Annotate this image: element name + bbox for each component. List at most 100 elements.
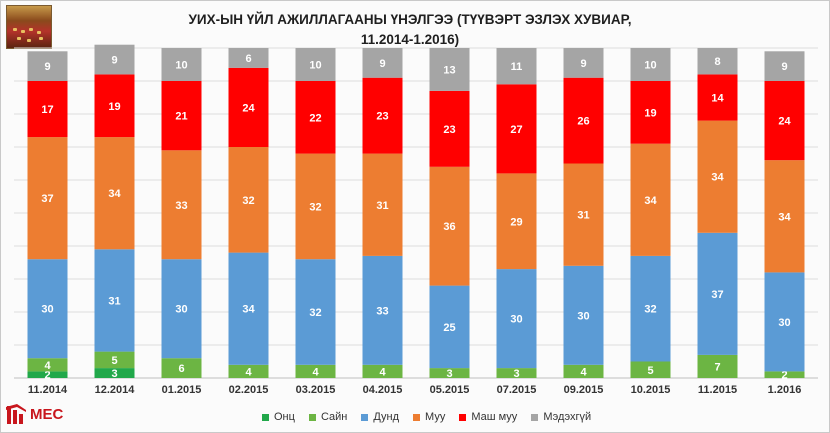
x-tick-label: 04.2015: [363, 384, 403, 396]
data-label: 10: [644, 60, 656, 72]
bar-segment-muu: [563, 163, 604, 266]
parliament-photo: [6, 5, 52, 49]
bar-segment-mash_muu: [630, 81, 671, 144]
bar-segment-medekhgui: [630, 48, 671, 81]
bar-segment-muu: [27, 137, 68, 260]
data-label: 9: [781, 61, 787, 73]
data-label: 6: [245, 53, 251, 65]
bar-segment-sain: [295, 364, 336, 378]
data-label: 4: [580, 366, 587, 378]
legend-swatch: [262, 413, 269, 421]
data-label: 32: [309, 307, 321, 319]
bar-segment-mash_muu: [94, 74, 135, 138]
data-label: 34: [711, 172, 724, 184]
x-tick-label: 02.2015: [229, 384, 269, 396]
x-tick-label: 03.2015: [296, 384, 336, 396]
data-label: 11: [511, 61, 523, 73]
bar-segment-medekhgui: [228, 48, 269, 68]
legend-label: Дунд: [373, 411, 400, 423]
bar-segment-muu: [161, 150, 202, 260]
data-label: 9: [580, 58, 586, 70]
legend-item-dund: Дунд: [361, 411, 399, 423]
bar-segment-dund: [563, 265, 604, 365]
data-label: 26: [577, 116, 589, 128]
bar-segment-mash_muu: [563, 77, 604, 164]
data-label: 29: [510, 216, 522, 228]
data-label: 13: [443, 64, 455, 76]
bar-segment-medekhgui: [27, 51, 68, 81]
data-label: 14: [711, 93, 724, 105]
x-tick-label: 09.2015: [564, 384, 604, 396]
x-tick-label: 11.2014: [28, 384, 68, 396]
data-label: 10: [175, 60, 187, 72]
mec-logo-text: MEC: [30, 406, 64, 423]
data-label: 31: [108, 295, 120, 307]
data-label: 30: [778, 317, 790, 329]
data-label: 30: [175, 304, 187, 316]
bar-segment-sain: [697, 354, 738, 378]
bar-segment-muu: [228, 147, 269, 253]
x-tick-label: 12.2014: [95, 384, 136, 396]
legend-label: Муу: [425, 411, 446, 423]
data-label: 21: [175, 111, 187, 123]
data-label: 7: [714, 361, 720, 373]
bar-segment-medekhgui: [161, 48, 202, 81]
bar-segment-dund: [429, 285, 470, 369]
bar-segment-medekhgui: [94, 44, 135, 75]
bar-segment-mash_muu: [27, 81, 68, 138]
bar-segment-sain: [563, 364, 604, 378]
legend-item-mash_muu: Маш муу: [459, 411, 517, 423]
data-label: 9: [111, 55, 117, 67]
bar-segment-medekhgui: [295, 48, 336, 81]
data-label: 5: [647, 365, 653, 377]
data-label: 31: [577, 210, 589, 222]
data-label: 19: [644, 107, 656, 119]
bar-segment-sain: [496, 368, 537, 378]
bar-segment-onts: [94, 368, 135, 378]
bar-segment-dund: [362, 255, 403, 365]
legend-swatch: [459, 413, 467, 421]
x-tick-label: 07.2015: [497, 384, 537, 396]
bar-segment-sain: [94, 351, 135, 369]
chart-title: УИХ-ЫН ҮЙЛ АЖИЛЛАГААНЫ ҮНЭЛГЭЭ (ТҮҮВЭРТ …: [180, 10, 640, 50]
data-label: 37: [711, 289, 723, 301]
data-label: 24: [242, 102, 255, 114]
data-label: 23: [376, 111, 388, 123]
data-label: 34: [644, 195, 657, 207]
bar-segment-dund: [295, 259, 336, 365]
bar-segment-muu: [697, 120, 738, 233]
bar-segment-mash_muu: [496, 84, 537, 174]
data-label: 32: [644, 304, 656, 316]
data-label: 4: [245, 366, 252, 378]
mec-logo: MEC: [6, 403, 68, 429]
bar-segment-mash_muu: [295, 81, 336, 154]
bar-segment-onts: [27, 371, 68, 378]
data-label: 34: [778, 211, 791, 223]
bar-segment-sain: [228, 364, 269, 378]
bar-segment-muu: [94, 137, 135, 250]
data-label: 19: [108, 101, 120, 113]
data-label: 23: [443, 124, 455, 136]
data-label: 34: [108, 188, 121, 200]
data-label: 25: [443, 322, 455, 334]
bar-segment-dund: [228, 252, 269, 365]
bar-segment-medekhgui: [496, 48, 537, 85]
legend-swatch: [531, 413, 539, 421]
bar-segment-mash_muu: [161, 81, 202, 151]
x-tick-label: 01.2015: [162, 384, 202, 396]
x-tick-label: 11.2015: [698, 384, 737, 396]
bar-segment-dund: [630, 255, 671, 362]
bar-segment-medekhgui: [429, 48, 470, 91]
bar-segment-muu: [764, 160, 805, 273]
data-label: 2: [781, 370, 787, 382]
data-label: 37: [41, 193, 53, 205]
bar-segment-medekhgui: [362, 48, 403, 78]
bar-segment-muu: [362, 153, 403, 256]
legend-label: Маш муу: [471, 411, 518, 423]
data-label: 3: [446, 368, 452, 380]
bar-segment-dund: [27, 259, 68, 359]
x-tick-label: 05.2015: [430, 384, 470, 396]
data-label: 5: [111, 355, 117, 367]
